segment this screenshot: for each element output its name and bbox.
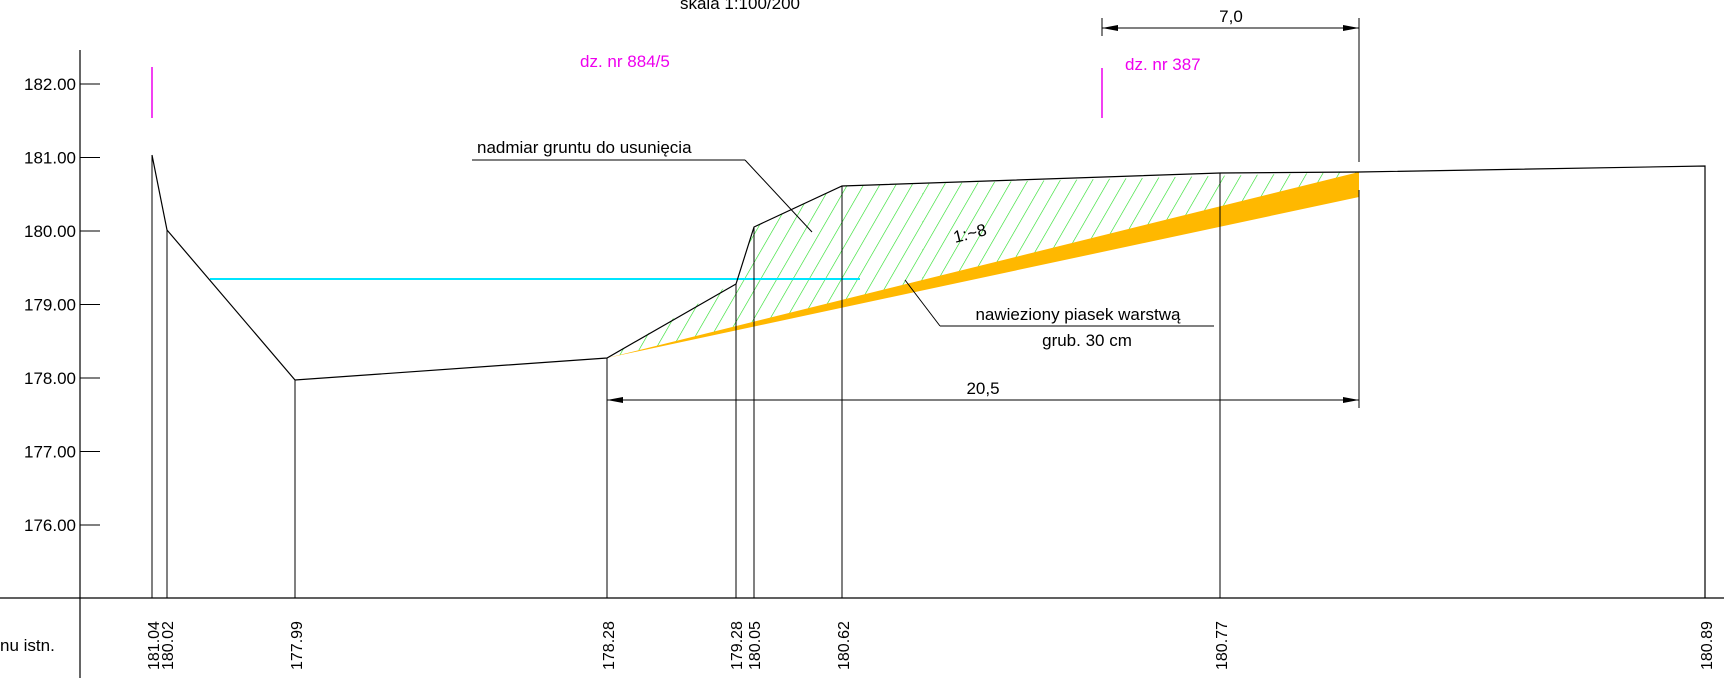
scale-title: skala 1:100/200	[680, 0, 800, 13]
dimension-bottom: 20,5	[607, 190, 1360, 408]
y-axis-tick-label: 177.00	[24, 443, 76, 462]
station-elev-label: 177.99	[289, 621, 306, 670]
excess-soil-label: nadmiar gruntu do usunięcia	[477, 138, 692, 157]
station-elev-label: 180.02	[160, 621, 177, 670]
y-axis-tick-label: 178.00	[24, 369, 76, 388]
dimension-top: 7,0	[1101, 7, 1360, 162]
station-elev-label: 180.05	[747, 621, 764, 670]
y-axis-tick-label: 181.00	[24, 149, 76, 168]
y-axis-tick-label: 176.00	[24, 516, 76, 535]
station-elev-label: 179.28	[729, 621, 746, 670]
dimension-top-label: 7,0	[1219, 7, 1243, 26]
y-axis-tick-label: 182.00	[24, 75, 76, 94]
dimension-arrow	[1343, 397, 1359, 403]
station-elev-label: 180.77	[1214, 621, 1231, 670]
y-axis-tick-label: 179.00	[24, 296, 76, 315]
station-elev-label: 180.62	[836, 621, 853, 670]
parcel-label-right: dz. nr 387	[1125, 55, 1201, 74]
leader-line	[744, 159, 813, 233]
dimension-bottom-label: 20,5	[966, 379, 999, 398]
station-elev-label: 181.04	[146, 621, 163, 670]
y-axis-tick-label: 180.00	[24, 222, 76, 241]
bottom-band-label: nu istn.	[0, 636, 55, 655]
sand-callout: nawieziony piasek warstwą grub. 30 cm	[904, 279, 1214, 350]
sand-layer	[607, 172, 1359, 358]
dimension-arrow	[607, 397, 623, 403]
station-elev-label: 180.89	[1699, 621, 1716, 670]
sand-label-line1: nawieziony piasek warstwą	[975, 305, 1181, 324]
y-axis: 182.00 181.00 180.00 179.00 178.00 177.00 176.…	[24, 50, 100, 678]
station-labels: 181.04 180.02 177.99 178.28 179.28 180.0…	[146, 621, 1716, 670]
station-elev-label: 178.28	[601, 621, 618, 670]
dimension-arrow	[1102, 25, 1118, 31]
station-lines	[151, 155, 1221, 598]
sand-label-line2: grub. 30 cm	[1042, 331, 1132, 350]
dimension-arrow	[1343, 25, 1359, 31]
leader-line	[904, 279, 941, 327]
parcel-label-left: dz. nr 884/5	[580, 52, 670, 71]
excess-soil-callout: nadmiar gruntu do usunięcia	[472, 138, 813, 233]
